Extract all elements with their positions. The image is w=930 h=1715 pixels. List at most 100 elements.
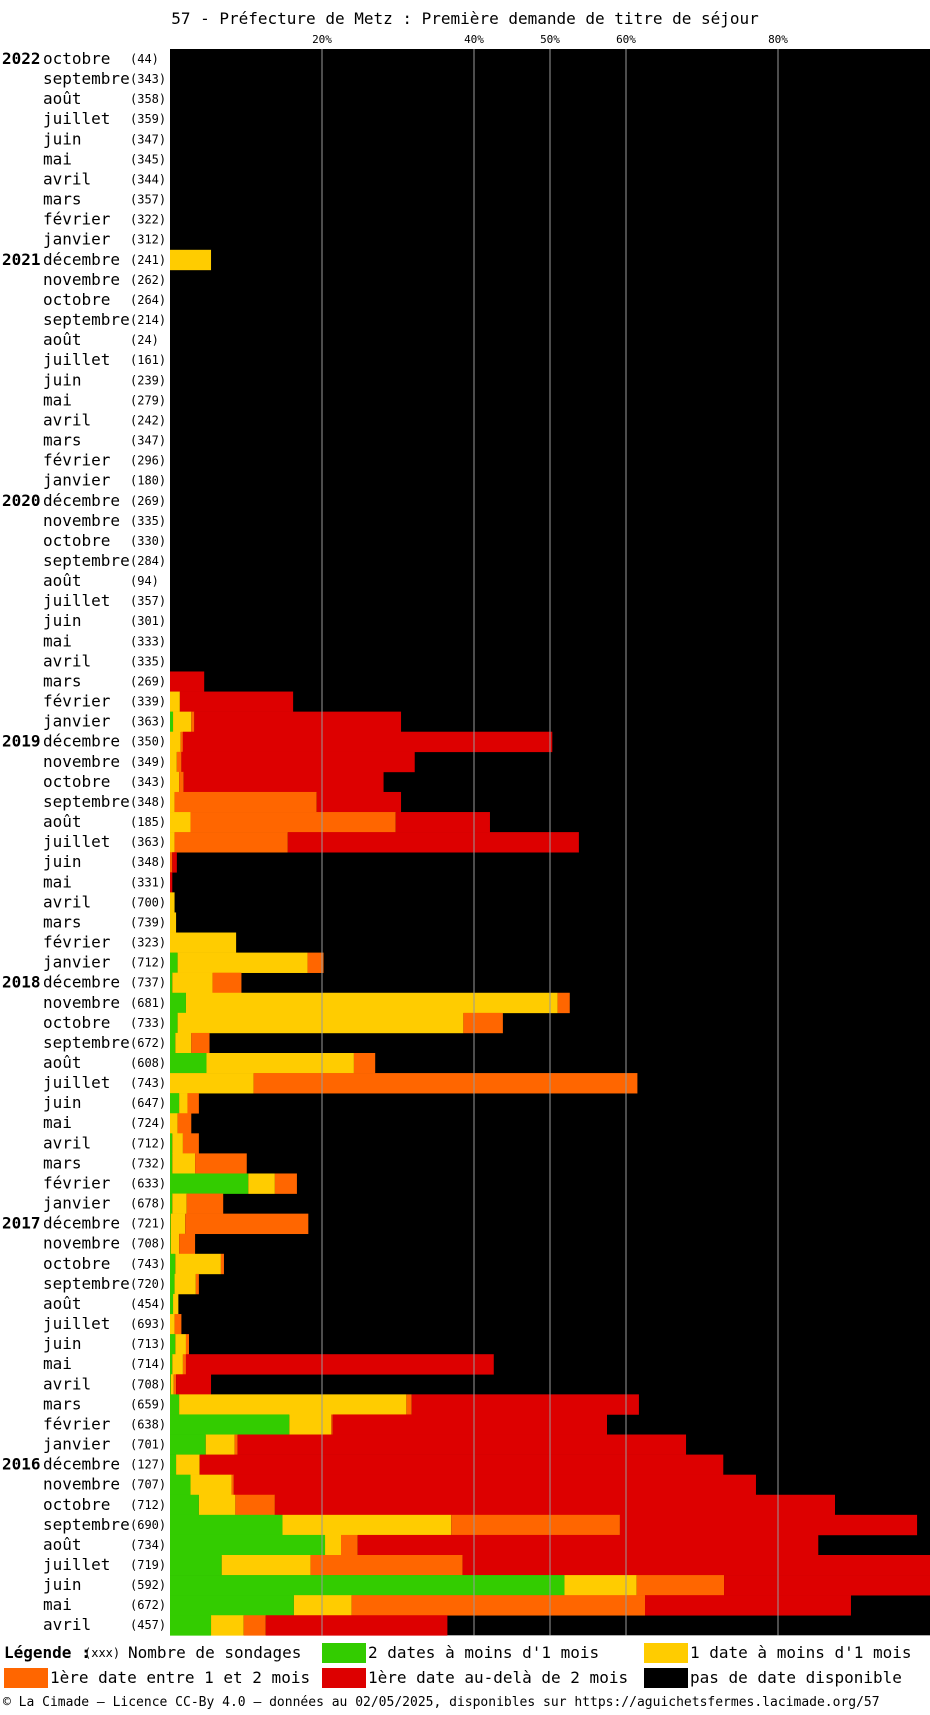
bar-segment-o <box>212 972 242 994</box>
count-label: (734) <box>130 1538 166 1552</box>
bar-segment-r <box>181 751 415 773</box>
month-label: juin <box>43 852 82 871</box>
legend-swatch-yellow <box>644 1643 688 1663</box>
count-label: (721) <box>130 1217 166 1231</box>
bar-segment-o <box>243 1615 266 1636</box>
count-label: (713) <box>130 1337 166 1351</box>
bar-segment-y <box>170 1213 186 1235</box>
bar-segment-g <box>170 1575 565 1596</box>
month-label: novembre <box>43 752 120 771</box>
bar-segment-g <box>170 1414 290 1435</box>
count-label: (279) <box>130 393 166 407</box>
bar-segment-g <box>170 1434 206 1455</box>
count-label: (348) <box>130 855 166 869</box>
month-label: octobre <box>43 1254 110 1273</box>
bar-segment-r <box>395 812 490 833</box>
bar-segment-o <box>185 1334 189 1355</box>
month-label: juin <box>43 611 82 630</box>
bar-segment-r <box>411 1394 639 1415</box>
bar-segment-o <box>341 1534 358 1556</box>
bar-segment-y <box>248 1173 275 1194</box>
count-label: (700) <box>130 895 166 909</box>
bar-segment-o <box>186 1193 224 1214</box>
legend-swatch-green <box>322 1643 366 1663</box>
bar-segment-g <box>170 1193 173 1214</box>
bar-segment-r <box>176 1374 212 1395</box>
bar-segment-r <box>170 671 205 692</box>
bar-segment-y <box>206 1053 354 1074</box>
bar-segment-y <box>282 1514 452 1536</box>
count-label: (331) <box>130 875 166 889</box>
month-label: décembre <box>43 973 120 992</box>
bar-segment-r <box>182 731 553 753</box>
month-label: février <box>43 210 111 229</box>
month-label: février <box>43 1414 111 1433</box>
bar-segment-g <box>170 1133 173 1154</box>
month-label: août <box>43 1535 82 1554</box>
bar-segment-g <box>170 1394 180 1415</box>
bar-segment-y <box>170 812 191 833</box>
year-label: 2019 <box>2 732 41 751</box>
legend-label-green: 2 dates à moins d'1 mois <box>368 1643 600 1662</box>
bar-segment-o <box>234 1434 238 1455</box>
bar-segment-y <box>173 711 192 733</box>
month-label: janvier <box>43 712 111 731</box>
legend-title: Légende : <box>4 1643 91 1662</box>
count-label: (349) <box>130 755 166 769</box>
bar-segment-y <box>198 1494 236 1516</box>
count-label: (719) <box>130 1558 166 1572</box>
bar-segment-o <box>191 1032 210 1054</box>
bar-segment-r <box>172 852 177 873</box>
bar-segment-g <box>170 1032 176 1054</box>
count-label: (732) <box>130 1156 166 1170</box>
month-label: octobre <box>43 290 110 309</box>
bar-segment-g <box>170 992 186 1014</box>
count-label: (708) <box>130 1377 166 1391</box>
bar-segment-y <box>170 892 175 913</box>
count-label: (348) <box>130 795 166 809</box>
count-label: (347) <box>130 132 166 146</box>
bar-segment-r <box>183 771 384 793</box>
month-label: septembre <box>43 1274 130 1293</box>
bar-segment-o <box>235 1494 275 1516</box>
bar-segment-g <box>170 952 178 973</box>
bar-segment-g <box>170 1173 249 1194</box>
bar-segment-r <box>194 711 402 733</box>
bar-segment-y <box>293 1595 352 1616</box>
bar-segment-y <box>170 1314 175 1335</box>
count-label: (737) <box>130 976 166 990</box>
month-label: mai <box>43 631 72 650</box>
month-label: avril <box>43 1615 91 1634</box>
bar-segment-g <box>170 1273 175 1295</box>
count-label: (350) <box>130 735 166 749</box>
bar-segment-g <box>170 1093 180 1114</box>
bar-segment-o <box>174 1314 182 1335</box>
bar-segment-y <box>205 1434 235 1455</box>
bar-segment-o <box>182 1354 186 1375</box>
bar-segment-y <box>175 1032 192 1054</box>
count-label: (678) <box>130 1197 166 1211</box>
bar-segment-o <box>177 1113 192 1134</box>
count-label: (363) <box>130 715 166 729</box>
bar-segment-y <box>170 249 212 271</box>
count-label: (44) <box>130 52 159 66</box>
month-label: février <box>43 451 111 470</box>
bar-segment-y <box>190 1474 232 1496</box>
bar-segment-g <box>170 1334 176 1355</box>
count-label: (343) <box>130 775 166 789</box>
bar-segment-y <box>170 1073 254 1094</box>
bar-segment-o <box>353 1053 376 1074</box>
month-label: mars <box>43 1153 82 1172</box>
x-tick-label: 60% <box>616 33 636 46</box>
count-label: (269) <box>130 674 166 688</box>
month-label: avril <box>43 410 91 429</box>
month-label: juillet <box>43 1555 110 1574</box>
month-label: mai <box>43 872 72 891</box>
month-label: janvier <box>43 1194 111 1213</box>
bar-segment-y <box>170 751 177 773</box>
month-label: avril <box>43 169 91 188</box>
bar-segment-r <box>170 872 173 893</box>
month-label: mai <box>43 149 72 168</box>
month-label: août <box>43 1053 82 1072</box>
count-label: (714) <box>130 1357 166 1371</box>
